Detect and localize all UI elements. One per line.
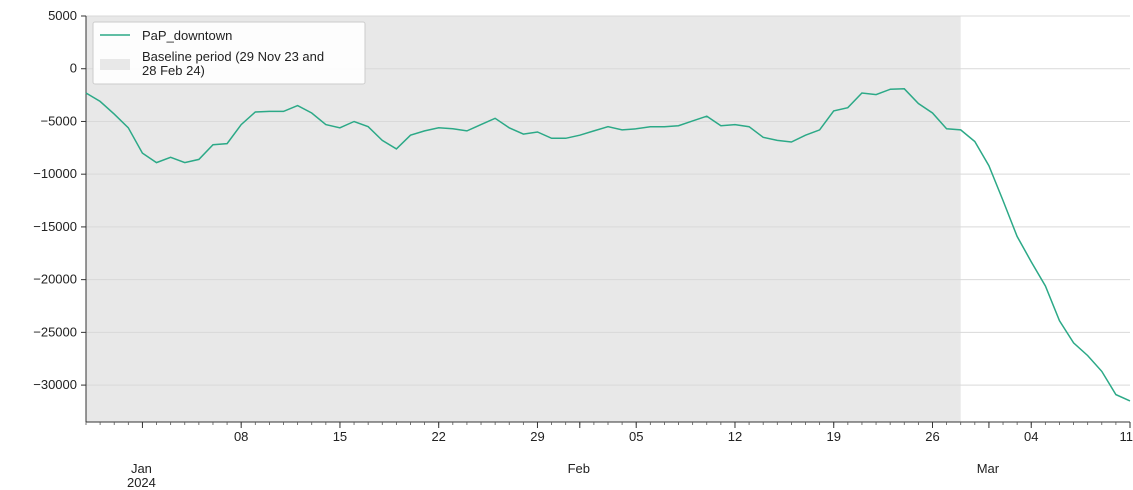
y-tick-label: −30000: [33, 377, 77, 392]
y-tick-label: −25000: [33, 324, 77, 339]
x-tick-label: 26: [925, 429, 939, 444]
legend-baseline-label: Baseline period (29 Nov 23 and 28 Feb 24…: [142, 49, 328, 78]
x-tick-label: 05: [629, 429, 643, 444]
x-tick-label: 29: [530, 429, 544, 444]
x-month-label: Mar: [977, 461, 1000, 476]
y-gridlines: [86, 15, 1130, 386]
x-tick-label: 19: [826, 429, 840, 444]
y-tick-label: −10000: [33, 166, 77, 181]
legend: PaP_downtown Baseline period (29 Nov 23 …: [92, 21, 366, 85]
x-tick-label: 04: [1024, 429, 1038, 444]
x-month-label: Feb: [568, 461, 590, 476]
y-tick-label: −20000: [33, 272, 77, 287]
y-tick-label: −5000: [40, 113, 77, 128]
x-tick-label: 22: [431, 429, 445, 444]
y-tick-label: 0: [70, 61, 77, 76]
legend-baseline-label-line1: Baseline period (29 Nov 23 and: [142, 49, 324, 64]
x-tick-label: 12: [728, 429, 742, 444]
x-tick-label: 11: [1120, 429, 1133, 444]
y-tick-label: −15000: [33, 219, 77, 234]
x-year-label: 2024: [127, 475, 156, 490]
y-tick-label: 5000: [48, 8, 77, 23]
legend-box: [92, 21, 366, 85]
x-tick-label: 15: [333, 429, 347, 444]
legend-baseline-label-line2: 28 Feb 24): [142, 63, 205, 78]
series-line-pap-downtown: [85, 88, 1131, 402]
legend-series-label: PaP_downtown: [142, 28, 232, 43]
y-axis: 5000 0 −5000 −10000 −15000 −20000 −25000 −30000: [33, 8, 87, 422]
x-tick-label: 08: [234, 429, 248, 444]
x-month-label: Jan: [131, 461, 152, 476]
legend-baseline-swatch: [100, 59, 130, 70]
